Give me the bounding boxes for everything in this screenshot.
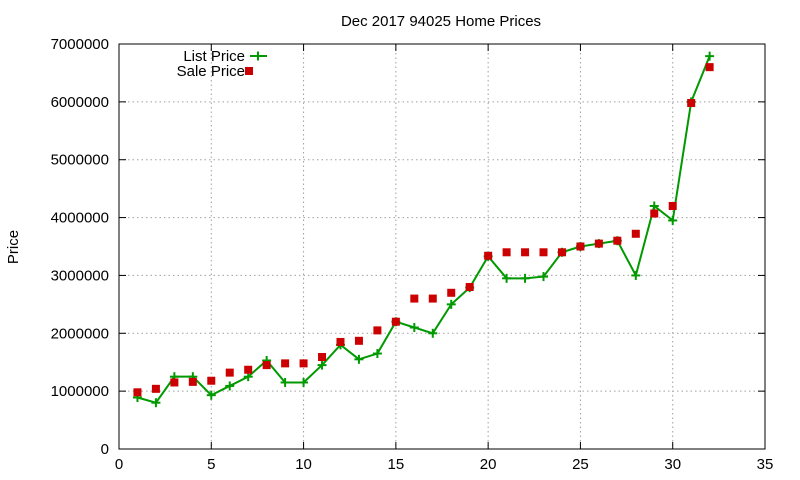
x-tick-label: 5 [207,456,215,473]
sale-price-point [557,248,566,257]
sale-price-point [576,242,585,251]
sale-price-point [650,209,659,218]
sale-price-point [687,99,696,108]
list-price-point [502,273,512,283]
list-price-point [520,273,530,283]
y-tick-label: 2000000 [51,325,109,342]
sale-price-point [521,248,530,257]
legend-label: List Price [183,48,245,65]
sale-price-point [281,359,290,368]
sale-price-point [133,388,142,397]
list-price-point [631,270,641,280]
sale-price-point [318,353,327,362]
y-tick-label: 6000000 [51,94,109,111]
sale-price-point [447,288,456,297]
series-list-price [132,51,715,408]
y-tick-label: 5000000 [51,152,109,169]
sale-price-point [465,283,474,291]
x-tick-label: 0 [115,456,123,473]
list-price-point [206,390,216,400]
list-price-point [539,272,549,282]
tick-labels: 0 5 10 15 20 25 30 35 0 1000000 2000000 3000000 4000… [51,36,774,473]
list-price-point [668,215,678,225]
list-price-point [649,201,659,211]
legend-swatch-square [245,67,253,75]
sale-price-point [299,359,308,368]
x-tick-label: 25 [572,456,589,473]
plot-border [118,43,766,450]
x-tick-label: 30 [664,456,681,473]
sale-price-point [262,361,271,370]
sale-price-point [705,63,714,72]
x-tick-label: 35 [757,456,774,473]
y-tick-label: 0 [101,441,109,458]
sale-price-point [484,251,493,260]
y-tick-label: 4000000 [51,210,109,227]
list-price-point [225,381,235,391]
chart-title: Dec 2017 94025 Home Prices [341,13,541,30]
list-price-point [428,328,438,338]
sale-price-point [188,377,197,386]
sale-price-point [502,248,511,257]
y-tick-label: 7000000 [51,36,109,53]
sale-price-point [613,236,622,245]
sale-price-point [428,294,437,303]
list-price-point [446,299,456,309]
series-sale-price [133,63,714,397]
list-price-line [137,55,711,404]
sale-price-point [668,202,677,210]
x-tick-label: 20 [480,456,497,473]
list-price-point [299,377,309,387]
list-price-point [354,354,364,364]
y-tick-label: 3000000 [51,267,109,284]
series-area [132,51,715,408]
sale-price-point [244,365,253,374]
y-axis-label: Price [5,230,22,264]
sale-price-point [207,376,216,385]
sale-price-point [225,368,234,377]
list-price-point [151,398,161,408]
sale-price-point [151,384,160,393]
sale-price-point [410,294,419,303]
sale-price-point [539,248,548,257]
sale-price-point [170,378,179,387]
list-price-point [317,360,327,370]
list-price-point [372,349,382,359]
x-tick-label: 15 [388,456,405,473]
axes [118,43,766,450]
legend-label: Sale Price [177,63,245,80]
sale-price-point [354,336,363,345]
legend-swatch-plus [253,51,263,61]
sale-price-point [594,239,603,248]
x-tick-label: 10 [295,456,312,473]
sale-price-point [373,326,382,335]
sale-price-point [336,337,345,346]
sale-price-point [631,229,640,238]
list-price-point [705,51,715,61]
y-tick-label: 1000000 [51,383,109,400]
grid [119,44,765,449]
sale-price-point [391,317,400,326]
list-price-point [409,323,419,332]
list-price-point [280,377,290,387]
